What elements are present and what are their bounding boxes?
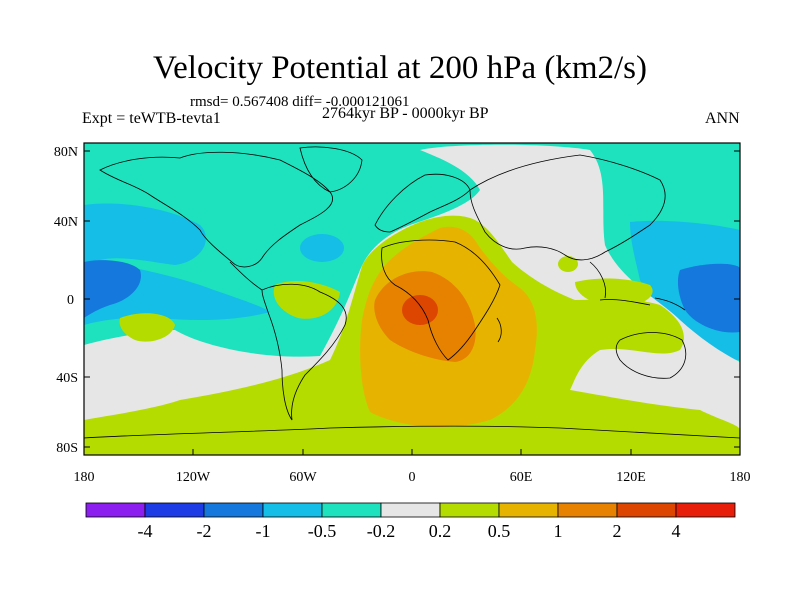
lat-tick-label: 80S bbox=[56, 441, 78, 456]
coast-indochina bbox=[589, 261, 607, 299]
colorbar-swatch bbox=[439, 502, 500, 518]
contour-neutral-southpacific bbox=[119, 313, 175, 342]
coast-australia bbox=[615, 332, 687, 379]
experiment-label: Expt = teWTB-tevta1 bbox=[82, 110, 221, 127]
contour-neg-northpacific bbox=[84, 203, 206, 265]
lon-tick-labels: 180 120W 60W 0 60E 120E 180 bbox=[74, 470, 751, 485]
coast-north-america bbox=[99, 151, 333, 268]
coast-maritime bbox=[599, 297, 686, 311]
coast-central-america bbox=[229, 261, 263, 291]
coast-asia bbox=[469, 154, 666, 261]
lon-tick-label: 60W bbox=[289, 470, 317, 485]
colorbar-label: 1 bbox=[554, 521, 563, 541]
colorbar-label: 0.2 bbox=[429, 521, 452, 541]
colorbar-swatch bbox=[675, 502, 736, 518]
lon-tick-label: 120E bbox=[616, 470, 646, 485]
colorbar-boxes bbox=[85, 502, 736, 518]
lon-tick-label: 60E bbox=[510, 470, 533, 485]
season-label: ANN bbox=[705, 110, 740, 127]
coastlines bbox=[84, 146, 740, 439]
contour-pos-maritime bbox=[575, 278, 653, 308]
colorbar-label: -4 bbox=[138, 521, 153, 541]
lat-tick-label: 40S bbox=[56, 371, 78, 386]
colorbar-label: -2 bbox=[197, 521, 212, 541]
contour-neg2-pacific-east bbox=[84, 260, 141, 318]
contour-pos4-core bbox=[402, 295, 438, 325]
colorbar-swatch bbox=[498, 502, 559, 518]
contour-pos-india bbox=[558, 256, 578, 272]
colorbar-label: 4 bbox=[672, 521, 681, 541]
coast-madagascar bbox=[496, 317, 502, 343]
colorbar-swatch bbox=[380, 502, 441, 518]
colorbar-label: -1 bbox=[256, 521, 271, 541]
colorbar-swatch bbox=[85, 502, 146, 518]
contour-field bbox=[84, 143, 740, 455]
colorbar-swatch bbox=[203, 502, 264, 518]
lon-tick-label: 120W bbox=[176, 470, 211, 485]
contour-neg2-pacific-west bbox=[677, 263, 740, 333]
coast-africa bbox=[381, 239, 501, 361]
colorbar-label: 0.5 bbox=[488, 521, 511, 541]
lat-tick-labels: 80N 40N 0 40S 80S bbox=[54, 145, 78, 456]
contour-neg-atlantic-small bbox=[300, 234, 344, 262]
lon-tick-label: 0 bbox=[409, 470, 416, 485]
lat-tick-label: 80N bbox=[54, 145, 78, 160]
axis-ticks bbox=[83, 150, 741, 455]
coast-europe bbox=[374, 173, 471, 233]
colorbar-label: -0.5 bbox=[308, 521, 337, 541]
colorbar-swatch bbox=[144, 502, 205, 518]
lon-tick-label: 180 bbox=[730, 470, 751, 485]
contour-pos-southamerica bbox=[273, 280, 340, 319]
map-title: Velocity Potential at 200 hPa (km2/s) bbox=[152, 50, 648, 86]
coast-greenland bbox=[299, 146, 363, 193]
colorbar-swatch bbox=[262, 502, 323, 518]
period-label: 2764kyr BP - 0000kyr BP bbox=[322, 105, 489, 122]
lat-tick-label: 40N bbox=[54, 215, 78, 230]
colorbar-swatch bbox=[321, 502, 382, 518]
colorbar-label: -0.2 bbox=[367, 521, 396, 541]
stats-label: rmsd= 0.567408 diff= -0.000121061 bbox=[190, 94, 410, 110]
lon-tick-label: 180 bbox=[74, 470, 95, 485]
colorbar-swatch bbox=[557, 502, 618, 518]
colorbar-label: 2 bbox=[613, 521, 622, 541]
lat-tick-label: 0 bbox=[67, 293, 74, 308]
coast-south-america bbox=[261, 283, 347, 421]
colorbar-labels: -4 -2 -1 -0.5 -0.2 0.2 0.5 1 2 4 bbox=[138, 521, 681, 541]
colorbar-swatch bbox=[616, 502, 677, 518]
coast-antarctica bbox=[84, 425, 740, 439]
